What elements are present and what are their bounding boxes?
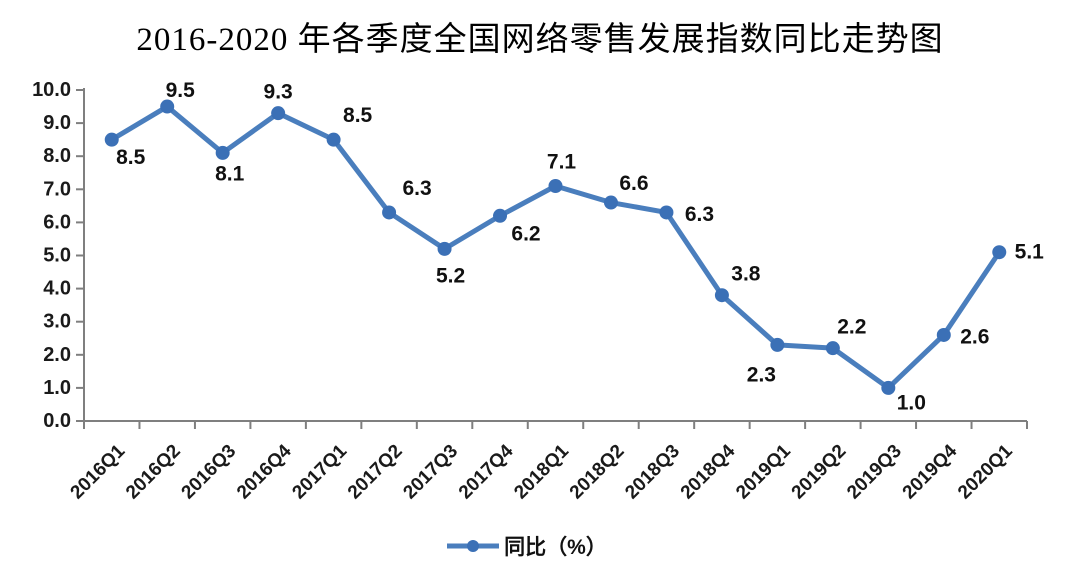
- y-axis-tick-label: 6.0: [43, 211, 71, 233]
- data-point-marker: [714, 288, 729, 303]
- data-point-label: 3.8: [731, 263, 761, 286]
- x-axis-tick-label: 2017Q4: [455, 440, 518, 503]
- x-axis-tick-label: 2019Q2: [788, 441, 851, 504]
- x-axis-tick-label: 2018Q2: [566, 441, 629, 504]
- data-point-label: 8.5: [116, 146, 146, 169]
- y-axis-tick-label: 9.0: [43, 112, 71, 134]
- data-point-marker: [548, 178, 563, 193]
- x-axis-tick-label: 2018Q3: [621, 441, 684, 504]
- data-point-marker: [271, 106, 286, 121]
- data-point-marker: [382, 205, 397, 220]
- x-axis-tick-label: 2017Q3: [399, 441, 462, 504]
- legend-line-marker-icon: [447, 540, 500, 552]
- y-axis-tick-label: 4.0: [43, 278, 71, 300]
- data-point-label: 6.2: [511, 222, 540, 245]
- data-point-marker: [437, 241, 452, 256]
- x-axis-tick-label: 2017Q1: [288, 440, 351, 503]
- x-axis-tick-label: 2018Q4: [677, 440, 740, 503]
- legend: 同比（%）: [0, 532, 1066, 560]
- data-point-marker: [215, 145, 230, 160]
- x-axis-tick-label: 2016Q3: [178, 441, 241, 504]
- data-point-marker: [992, 245, 1007, 260]
- data-point-label: 8.5: [343, 104, 373, 127]
- y-axis-tick-label: 8.0: [43, 145, 71, 167]
- data-point-label: 7.1: [547, 150, 577, 173]
- x-axis-tick-label: 2016Q4: [233, 440, 296, 503]
- x-axis-tick-label: 2016Q1: [67, 440, 130, 503]
- x-axis-tick-label: 2017Q2: [344, 441, 407, 504]
- chart-title: 2016-2020 年各季度全国网络零售发展指数同比走势图: [136, 22, 944, 58]
- data-point-label: 2.3: [747, 363, 776, 386]
- data-point-marker: [160, 99, 175, 114]
- y-axis-tick-label: 2.0: [43, 344, 71, 366]
- x-axis-tick-label: 2018Q1: [510, 440, 573, 503]
- y-axis-tick-label: 10.0: [32, 79, 71, 101]
- y-axis-tick-label: 3.0: [43, 311, 71, 333]
- y-axis-tick-label: 5.0: [43, 245, 71, 267]
- data-point-marker: [493, 208, 508, 223]
- data-point-label: 5.2: [436, 264, 465, 287]
- data-point-marker: [603, 195, 618, 210]
- x-axis-tick-label: 2016Q2: [122, 441, 185, 504]
- data-point-marker: [659, 205, 674, 220]
- data-point-marker: [936, 327, 951, 342]
- x-axis-tick-label: 2020Q1: [954, 440, 1017, 503]
- data-point-label: 6.3: [685, 203, 714, 226]
- data-point-label: 2.2: [837, 316, 866, 339]
- series-line: [109, 104, 1002, 391]
- data-point-marker: [825, 341, 840, 356]
- data-point-label: 5.1: [1015, 241, 1045, 264]
- x-axis-tick-label: 2019Q4: [899, 440, 962, 503]
- data-point-label: 2.6: [960, 325, 989, 348]
- y-axis-tick-label: 1.0: [43, 377, 71, 399]
- data-point-label: 6.6: [619, 172, 648, 195]
- y-axis-tick-label: 7.0: [43, 178, 71, 200]
- data-point-label: 9.5: [166, 79, 196, 102]
- x-axis-tick-label: 2019Q3: [843, 441, 906, 504]
- y-axis-tick-label: 0.0: [43, 410, 71, 432]
- legend-series-label: 同比（%）: [504, 536, 607, 559]
- data-point-label: 1.0: [897, 391, 926, 414]
- data-point-label: 9.3: [264, 81, 293, 104]
- data-point-marker: [326, 132, 341, 147]
- data-point-marker: [770, 337, 785, 352]
- data-point-marker: [104, 132, 119, 147]
- data-point-label: 6.3: [402, 177, 431, 200]
- x-axis-tick-label: 2019Q1: [732, 440, 795, 503]
- data-point-label: 8.1: [215, 162, 245, 185]
- data-point-marker: [881, 380, 896, 395]
